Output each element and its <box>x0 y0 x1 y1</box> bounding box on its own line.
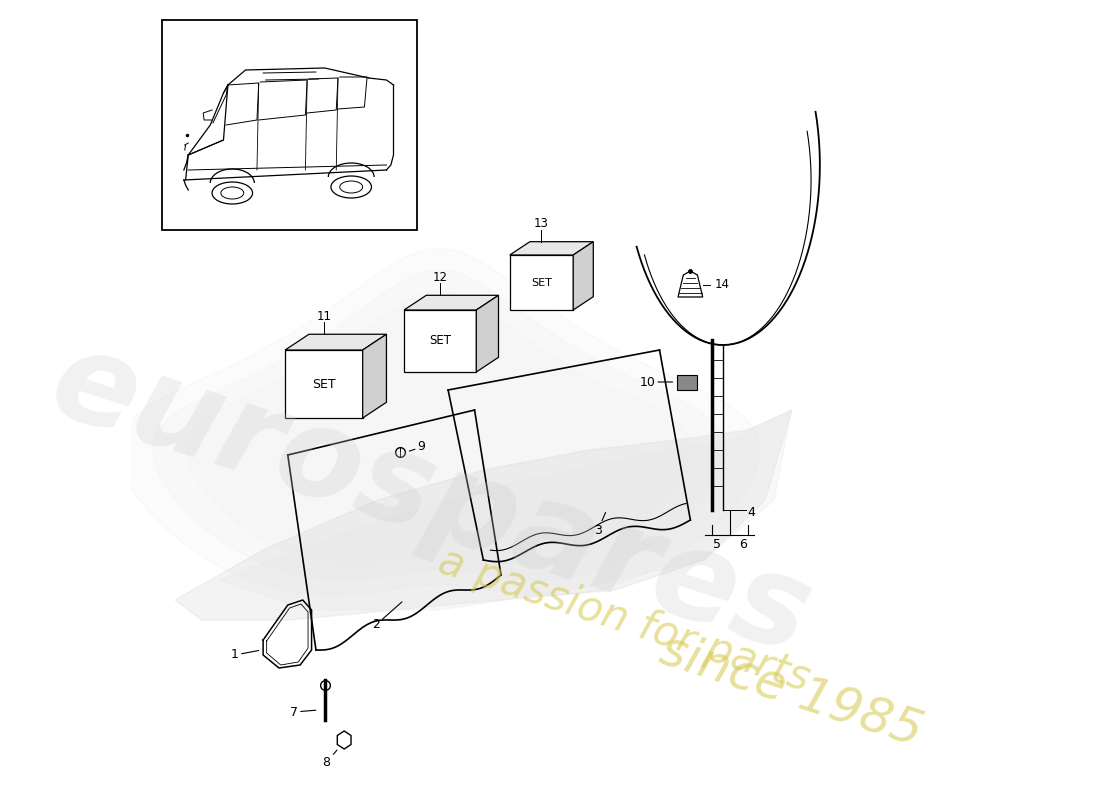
Text: 5: 5 <box>713 538 721 551</box>
Polygon shape <box>338 731 351 749</box>
Polygon shape <box>119 249 760 595</box>
Text: 3: 3 <box>594 513 606 537</box>
Text: 7: 7 <box>290 706 316 718</box>
Text: 1: 1 <box>231 649 258 662</box>
Polygon shape <box>476 295 498 372</box>
Polygon shape <box>175 410 792 620</box>
Text: 8: 8 <box>322 750 337 769</box>
Text: 13: 13 <box>535 218 549 230</box>
Text: 10: 10 <box>639 375 672 389</box>
Text: 12: 12 <box>432 270 448 284</box>
Bar <box>162 20 417 230</box>
Polygon shape <box>678 271 703 297</box>
Polygon shape <box>509 242 593 255</box>
Polygon shape <box>285 334 386 350</box>
Polygon shape <box>219 410 792 610</box>
Text: a passion for parts: a passion for parts <box>433 540 815 700</box>
Text: SET: SET <box>312 378 336 390</box>
Polygon shape <box>153 270 726 580</box>
Text: 6: 6 <box>739 538 747 551</box>
Text: since 1985: since 1985 <box>654 625 930 755</box>
Text: SET: SET <box>531 278 552 287</box>
Text: 11: 11 <box>317 310 331 322</box>
Polygon shape <box>404 295 498 310</box>
Polygon shape <box>404 310 476 372</box>
Polygon shape <box>573 242 593 310</box>
Text: SET: SET <box>429 334 451 347</box>
Text: 9: 9 <box>409 441 426 454</box>
Text: 2: 2 <box>372 602 402 631</box>
Polygon shape <box>509 255 573 310</box>
Text: eurospares: eurospares <box>36 320 825 680</box>
Polygon shape <box>285 350 363 418</box>
Bar <box>678 375 696 390</box>
Polygon shape <box>363 334 386 418</box>
Text: 4: 4 <box>748 506 756 518</box>
Text: 14: 14 <box>715 278 730 291</box>
